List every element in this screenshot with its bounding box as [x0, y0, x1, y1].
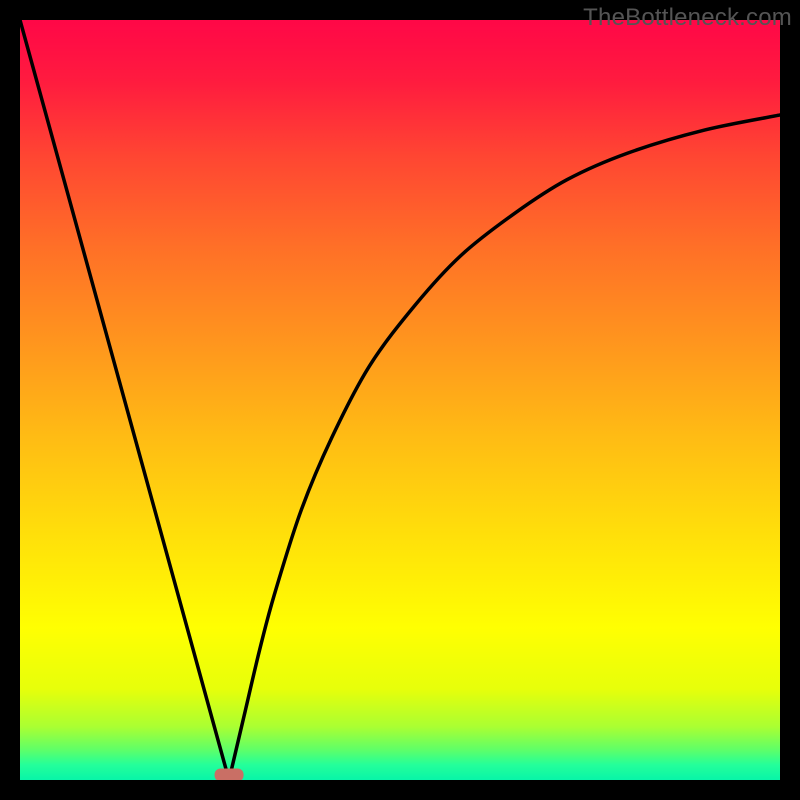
watermark-text: TheBottleneck.com — [583, 4, 792, 32]
bottleneck-chart — [20, 20, 780, 780]
bottleneck-curve — [20, 20, 780, 780]
curve-minimum-marker — [215, 769, 244, 780]
